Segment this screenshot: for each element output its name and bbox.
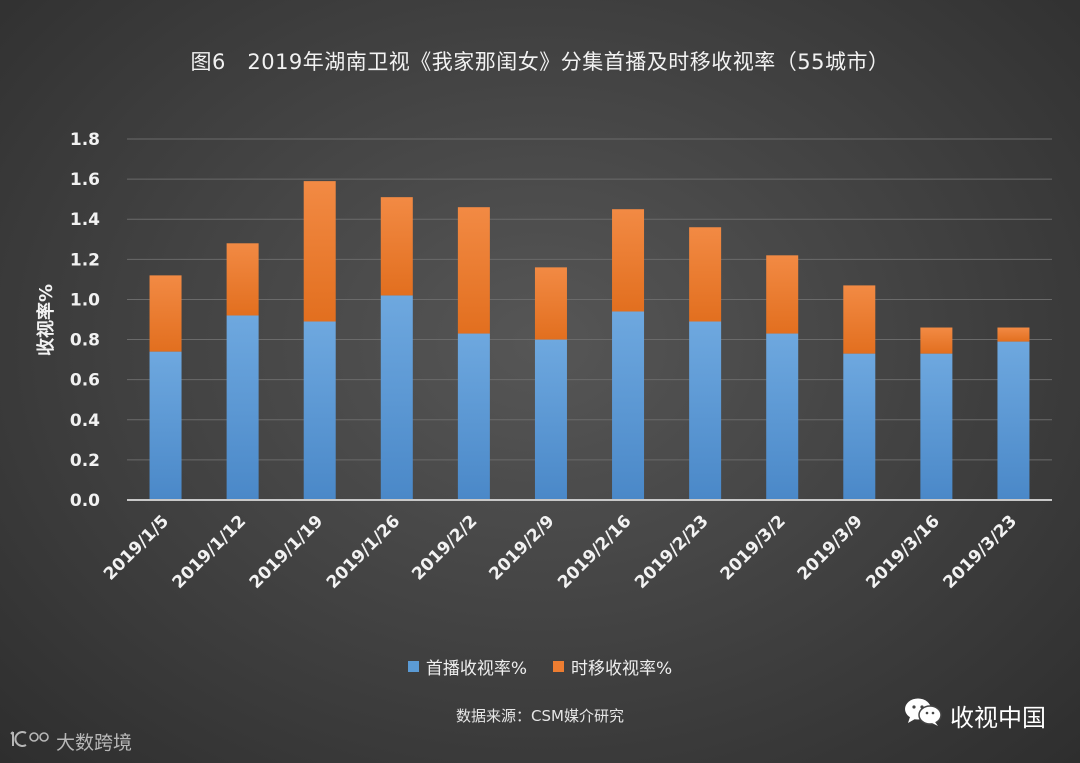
- bar-first-broadcast: [843, 353, 876, 500]
- x-tick-label: 2019/1/5: [100, 511, 173, 584]
- x-tick-label: 2019/2/16: [554, 511, 635, 592]
- legend-swatch-orange: [553, 661, 564, 672]
- logo-icon: [10, 728, 52, 755]
- bar-time-shift: [534, 267, 567, 340]
- legend-label-time-shift: 时移收视率%: [571, 659, 673, 679]
- brand-name: 收视中国: [950, 703, 1046, 732]
- y-tick-label: 0.4: [70, 411, 100, 431]
- bar-first-broadcast: [612, 311, 645, 500]
- source-note: 数据来源：CSM媒介研究: [456, 707, 624, 725]
- y-tick-label: 1.8: [70, 130, 100, 150]
- y-tick-label: 0.6: [70, 371, 100, 391]
- x-tick-label: 2019/1/12: [169, 511, 250, 592]
- legend-item-first-broadcast: 首播收视率%: [407, 654, 527, 679]
- bar-time-shift: [149, 275, 182, 352]
- bar-first-broadcast: [689, 321, 722, 500]
- y-tick-label: 0.8: [70, 331, 100, 351]
- watermark: 大数跨境: [10, 728, 132, 755]
- bar-time-shift: [920, 327, 953, 354]
- bar-first-broadcast: [997, 341, 1030, 500]
- bar-first-broadcast: [303, 321, 336, 500]
- bar-first-broadcast: [534, 339, 567, 500]
- x-tick-label: 2019/3/2: [717, 511, 790, 584]
- watermark-text: 大数跨境: [56, 732, 133, 754]
- wechat-icon: [904, 697, 942, 733]
- legend-item-time-shift: 时移收视率%: [553, 654, 672, 679]
- bar-time-shift: [457, 207, 490, 334]
- bar-time-shift: [380, 197, 413, 296]
- y-tick-label: 1.6: [70, 170, 100, 190]
- bar-first-broadcast: [457, 333, 490, 500]
- bar-time-shift: [843, 285, 876, 354]
- bar-time-shift: [766, 255, 799, 334]
- y-tick-label: 0.0: [70, 491, 100, 511]
- chart-title: 图6 2019年湖南卫视《我家那闺女》分集首播及时移收视率（55城市）: [190, 50, 890, 74]
- bar-first-broadcast: [149, 351, 182, 500]
- y-tick-label: 1.2: [70, 250, 100, 270]
- x-tick-label: 2019/2/23: [631, 511, 712, 592]
- x-tick-label: 2019/1/19: [246, 511, 327, 592]
- legend: 首播收视率% 时移收视率%: [0, 654, 1080, 679]
- bar-time-shift: [612, 209, 645, 312]
- x-tick-label: 2019/3/16: [862, 511, 943, 592]
- bar-time-shift: [303, 181, 336, 322]
- legend-label-first-broadcast: 首播收视率%: [425, 659, 527, 679]
- bar-time-shift: [997, 327, 1030, 342]
- brand: 收视中国: [904, 697, 1046, 733]
- x-tick-label: 2019/2/2: [408, 511, 481, 584]
- bar-time-shift: [689, 227, 722, 322]
- bar-first-broadcast: [380, 295, 413, 500]
- y-tick-label: 0.2: [70, 451, 100, 471]
- bar-first-broadcast: [766, 333, 799, 500]
- bar-first-broadcast: [226, 315, 259, 500]
- y-tick-label: 1.0: [70, 290, 100, 310]
- x-tick-label: 2019/3/9: [794, 511, 867, 584]
- x-tick-label: 2019/2/9: [485, 511, 558, 584]
- y-tick-label: 1.4: [70, 210, 100, 230]
- legend-swatch-blue: [407, 661, 419, 672]
- bar-first-broadcast: [920, 353, 953, 500]
- bar-time-shift: [226, 243, 259, 316]
- y-axis-title: 收视率%: [35, 284, 57, 356]
- x-tick-label: 2019/3/23: [940, 511, 1021, 592]
- x-tick-label: 2019/1/26: [323, 511, 404, 592]
